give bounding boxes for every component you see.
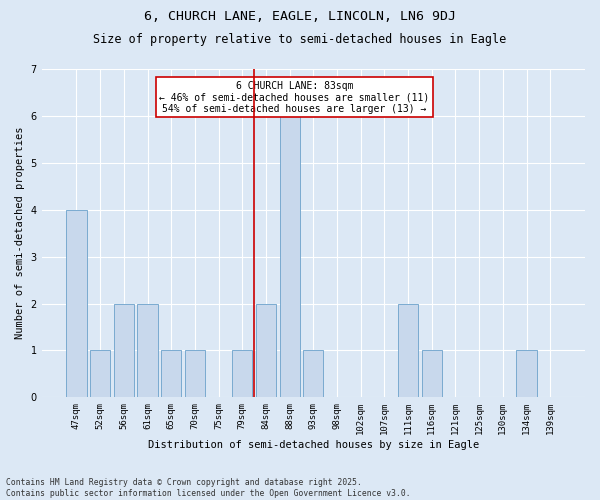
- Bar: [114, 304, 134, 398]
- Bar: [137, 304, 158, 398]
- Y-axis label: Number of semi-detached properties: Number of semi-detached properties: [15, 127, 25, 340]
- Text: Size of property relative to semi-detached houses in Eagle: Size of property relative to semi-detach…: [94, 32, 506, 46]
- Bar: [256, 304, 276, 398]
- Bar: [517, 350, 536, 398]
- Bar: [67, 210, 86, 398]
- Bar: [422, 350, 442, 398]
- X-axis label: Distribution of semi-detached houses by size in Eagle: Distribution of semi-detached houses by …: [148, 440, 479, 450]
- Bar: [185, 350, 205, 398]
- Bar: [232, 350, 253, 398]
- Text: 6 CHURCH LANE: 83sqm
← 46% of semi-detached houses are smaller (11)
54% of semi-: 6 CHURCH LANE: 83sqm ← 46% of semi-detac…: [159, 80, 430, 114]
- Text: Contains HM Land Registry data © Crown copyright and database right 2025.
Contai: Contains HM Land Registry data © Crown c…: [6, 478, 410, 498]
- Bar: [398, 304, 418, 398]
- Bar: [161, 350, 181, 398]
- Bar: [280, 116, 300, 398]
- Bar: [303, 350, 323, 398]
- Text: 6, CHURCH LANE, EAGLE, LINCOLN, LN6 9DJ: 6, CHURCH LANE, EAGLE, LINCOLN, LN6 9DJ: [144, 10, 456, 23]
- Bar: [90, 350, 110, 398]
